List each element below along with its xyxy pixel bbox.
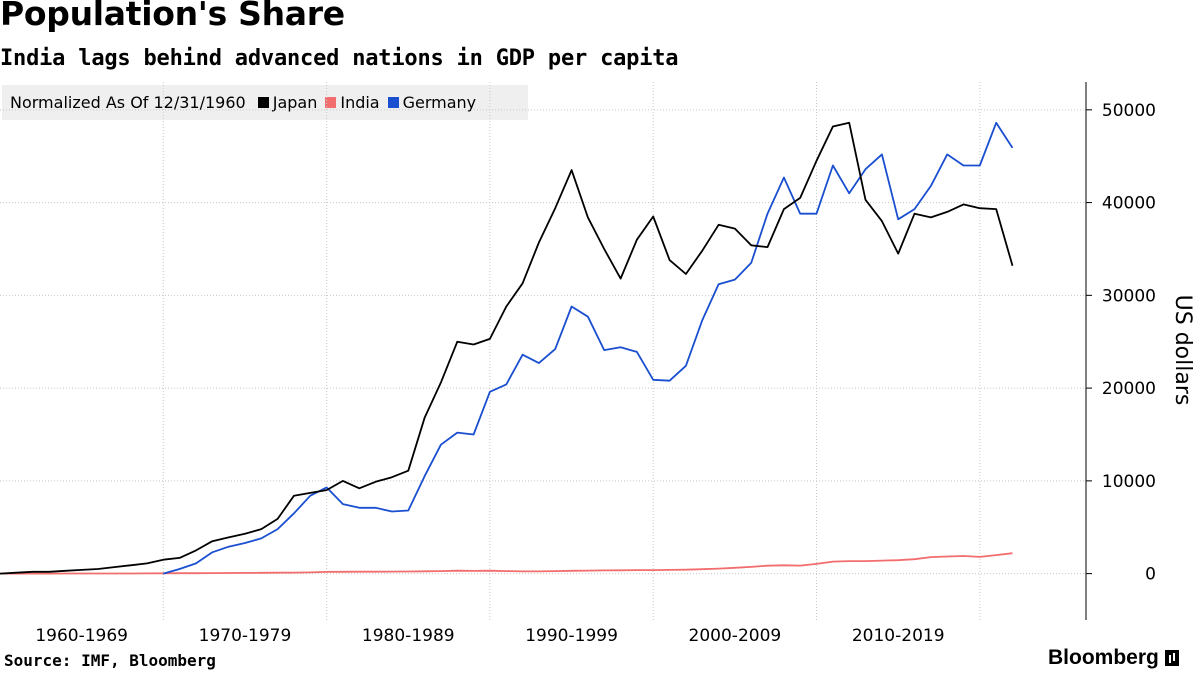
x-tick-label: 1990-1999	[525, 626, 618, 646]
brand-name: Bloomberg	[1048, 646, 1159, 669]
x-tick-label: 1980-1989	[362, 626, 455, 646]
legend-label-india: India	[340, 93, 380, 112]
y-tick-label: 50000	[1102, 101, 1156, 121]
bloomberg-terminal-icon	[1164, 650, 1179, 666]
source-note: Source: IMF, Bloomberg	[4, 651, 216, 670]
legend-entry-germany: Germany	[387, 93, 477, 112]
chart-title: Population's Share	[0, 0, 345, 33]
y-axis-label: US dollars	[1170, 295, 1195, 406]
series-line-india	[0, 552, 1013, 575]
chart-subtitle: India lags behind advanced nations in GD…	[0, 46, 679, 71]
legend-swatch-japan	[257, 97, 269, 108]
legend: Normalized As Of 12/31/1960 Japan India …	[2, 85, 528, 120]
legend-label-japan: Japan	[272, 93, 318, 112]
x-tick-label: 2010-2019	[852, 626, 945, 646]
legend-label-germany: Germany	[402, 93, 477, 112]
brand-logo: Bloomberg	[1048, 646, 1179, 670]
legend-entry-india: India	[325, 93, 380, 112]
series-line-germany	[163, 121, 1014, 575]
x-tick-label: 1970-1979	[199, 626, 292, 646]
y-tick-label: 10000	[1102, 472, 1156, 492]
x-tick-label: 1960-1969	[35, 626, 128, 646]
series-line-japan	[0, 121, 1014, 575]
y-tick-label: 20000	[1102, 379, 1156, 399]
series-lines	[0, 121, 1014, 575]
y-tick-label: 40000	[1102, 194, 1156, 214]
y-tick-label: 30000	[1102, 286, 1156, 306]
legend-entry-japan: Japan	[257, 93, 318, 112]
y-tick-label: 0	[1145, 565, 1156, 585]
legend-swatch-india	[325, 97, 337, 108]
grid	[0, 82, 1086, 620]
legend-normalization-note: Normalized As Of 12/31/1960	[10, 93, 246, 112]
axes: 0 10000 20000 30000 40000 50000 US dollars 1960…	[35, 82, 1195, 646]
legend-swatch-germany	[387, 97, 399, 108]
x-tick-label: 2000-2009	[689, 626, 782, 646]
